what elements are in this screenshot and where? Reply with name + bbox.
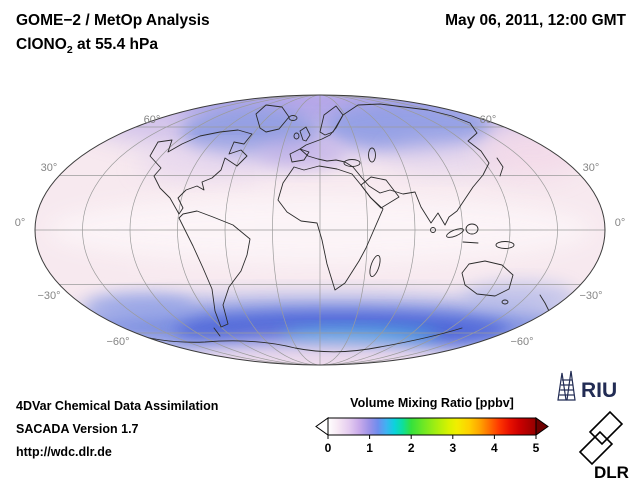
black-sea: [343, 159, 361, 167]
lat-label: 60°: [480, 114, 497, 126]
tick-label: 1: [366, 441, 373, 455]
page-title: GOME−2 / MetOp Analysis: [16, 12, 210, 29]
lat-label: 60°: [144, 114, 161, 126]
species-prefix: ClONO: [16, 36, 67, 53]
colorbar-right-arrow: [535, 417, 549, 436]
footer-url: http://wdc.dlr.de: [16, 445, 112, 459]
meridian: [177, 95, 463, 365]
dlr-logo-text: DLR: [594, 463, 629, 480]
dlr-logo: DLR: [578, 410, 629, 480]
tick-label: 4: [491, 441, 498, 455]
meridian: [272, 95, 368, 365]
borneo: [465, 223, 479, 235]
new-zealand: [539, 294, 550, 312]
new-guinea: [495, 241, 515, 249]
meridian: [224, 95, 416, 365]
vmr-blob: [85, 293, 195, 319]
vmr-blob: [323, 102, 493, 150]
meridian: [82, 95, 558, 365]
species-suffix: at 55.4 hPa: [72, 36, 158, 53]
vmr-blob: [462, 281, 578, 313]
tick-label: 0: [325, 441, 332, 455]
lat-label: 0°: [15, 217, 26, 229]
north-america: [149, 129, 253, 215]
lat-label: −60°: [510, 336, 533, 348]
species-subscript: 2: [66, 44, 73, 57]
tasmania: [501, 299, 509, 305]
iceland: [288, 115, 298, 121]
java: [462, 241, 479, 244]
footer-version-label: SACADA Version 1.7: [16, 422, 139, 436]
antarctica-coast: [119, 327, 463, 353]
eurasia: [299, 103, 490, 226]
madagascar: [369, 255, 381, 277]
caspian-sea: [368, 147, 376, 163]
lat-label: −60°: [106, 336, 129, 348]
tick-label: 5: [533, 441, 540, 455]
colorbar-left-arrow: [315, 417, 329, 436]
sri-lanka: [430, 227, 436, 233]
lat-label: 30°: [41, 162, 58, 174]
colorbar-tick-marks: [327, 435, 537, 439]
africa: [277, 165, 384, 291]
arabia: [360, 176, 400, 209]
colorbar-gradient: [327, 417, 537, 436]
britain: [299, 126, 311, 142]
tick-label: 2: [408, 441, 415, 455]
colorbar-title: Volume Mixing Ratio [ppbv]: [350, 396, 514, 410]
riu-cathedral-icon: [557, 370, 576, 401]
iberia: [289, 148, 310, 163]
colorbar: Volume Mixing Ratio [ppbv] 0 1 2 3 4 5: [315, 396, 549, 455]
lat-label: 30°: [583, 162, 600, 174]
lat-label: −30°: [37, 290, 60, 302]
south-america: [178, 210, 251, 328]
lat-label: 0°: [615, 217, 626, 229]
ireland: [293, 132, 300, 140]
riu-logo-text: RIU: [581, 379, 617, 402]
greenland: [255, 104, 290, 133]
tick-label: 3: [449, 441, 456, 455]
vmr-blob: [138, 148, 278, 180]
footer-assimilation-label: 4DVar Chemical Data Assimilation: [16, 399, 219, 413]
latitude-labels: 60° 30° 0° −30° −60° 60° 30° 0° −30° −60…: [15, 114, 626, 348]
sumatra: [446, 228, 464, 238]
dlr-signet-icon: [578, 410, 624, 466]
japan: [496, 157, 504, 177]
colorbar-tick-labels: 0 1 2 3 4 5: [325, 441, 540, 455]
australia: [461, 260, 514, 297]
lat-label: −30°: [579, 290, 602, 302]
species-level-label: ClONO2 at 55.4 hPa: [16, 36, 158, 56]
riu-logo: RIU: [557, 370, 617, 402]
meridian: [129, 95, 511, 365]
world-map: 60° 30° 0° −30° −60° 60° 30° 0° −30° −60…: [15, 94, 626, 366]
continent-outlines: [119, 103, 550, 353]
globe-outline: [34, 94, 606, 366]
timestamp: May 06, 2011, 12:00 GMT: [445, 12, 626, 29]
vmr-blob: [480, 126, 584, 178]
antarctic-peninsula: [213, 327, 221, 337]
